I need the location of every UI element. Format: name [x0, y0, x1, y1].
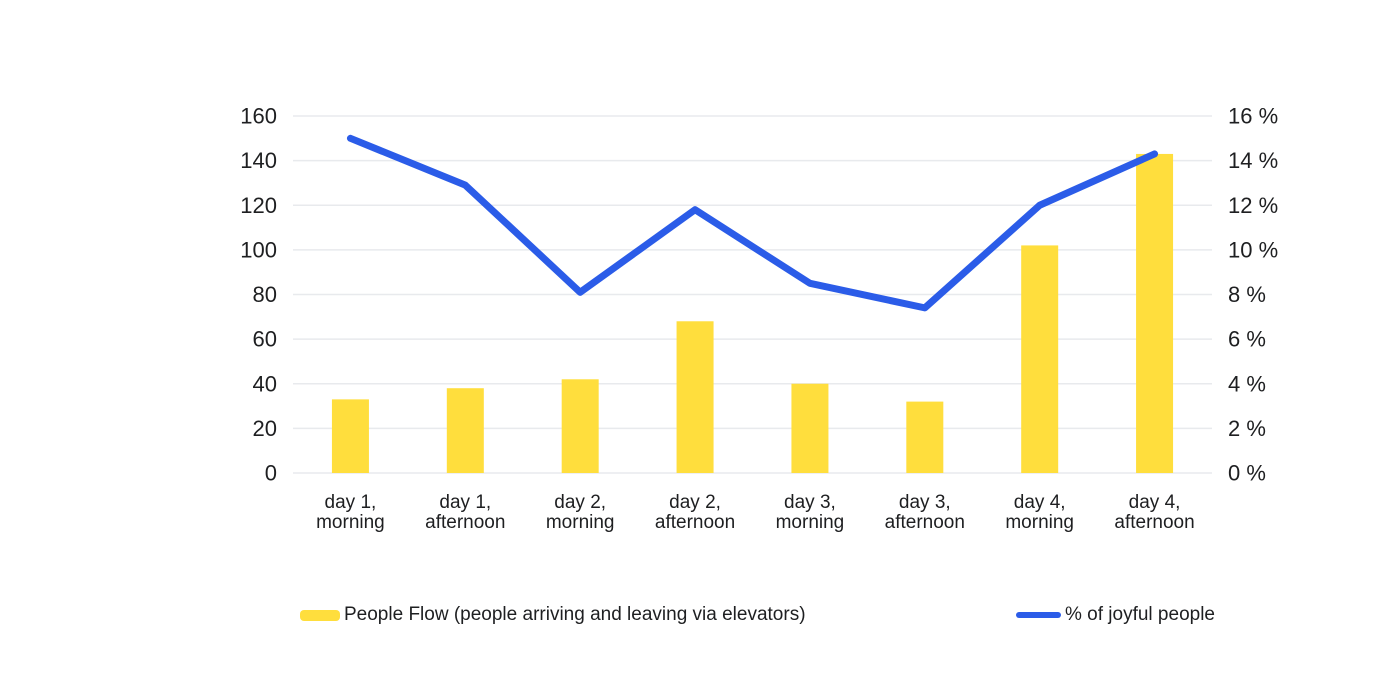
bar-4 — [676, 321, 714, 473]
right-axis-tick: 10 % — [1228, 237, 1278, 262]
bar-6 — [906, 401, 944, 473]
joyful-line-swatch-icon — [1016, 612, 1061, 618]
bar-2 — [446, 388, 484, 473]
right-axis-tick: 8 % — [1228, 282, 1266, 307]
bar-1 — [331, 399, 369, 473]
left-axis-tick: 120 — [240, 193, 277, 218]
bar-8 — [1136, 153, 1174, 473]
left-axis-tick: 40 — [253, 371, 277, 396]
left-axis-tick: 100 — [240, 237, 277, 262]
bar-7 — [1021, 245, 1059, 473]
x-label-7: day 4, morning — [1005, 492, 1074, 533]
legend-item-people-flow: People Flow (people arriving and leaving… — [300, 604, 806, 626]
left-axis-tick: 0 — [265, 461, 277, 486]
left-axis-tick: 20 — [253, 416, 277, 441]
left-axis-tick: 80 — [253, 282, 277, 307]
right-axis-tick: 4 % — [1228, 371, 1266, 396]
joyful-people-line — [346, 134, 1159, 312]
people-flow-legend-label: People Flow (people arriving and leaving… — [344, 604, 806, 625]
bar-5 — [791, 383, 829, 473]
right-axis-tick: 2 % — [1228, 416, 1266, 441]
bar-3 — [561, 379, 599, 473]
x-label-5: day 3, morning — [776, 492, 845, 533]
right-axis-tick: 12 % — [1228, 193, 1278, 218]
x-label-2: day 1, afternoon — [425, 492, 505, 533]
right-axis-tick: 0 % — [1228, 461, 1266, 486]
right-axis-tick: 16 % — [1228, 104, 1278, 129]
x-label-4: day 2, afternoon — [655, 492, 735, 533]
x-label-1: day 1, morning — [316, 492, 385, 533]
x-label-3: day 2, morning — [546, 492, 615, 533]
left-axis-tick: 60 — [253, 327, 277, 352]
right-axis-tick: 14 % — [1228, 148, 1278, 173]
people-flow-swatch-icon — [300, 609, 340, 621]
right-axis-tick: 6 % — [1228, 327, 1266, 352]
left-axis-tick: 140 — [240, 148, 277, 173]
x-label-8: day 4, afternoon — [1114, 492, 1194, 533]
legend-item-joyful-people: % of joyful people — [1016, 604, 1215, 626]
x-label-6: day 3, afternoon — [885, 492, 965, 533]
left-axis-tick: 160 — [240, 104, 277, 129]
joyful-people-legend-label: % of joyful people — [1065, 604, 1215, 625]
